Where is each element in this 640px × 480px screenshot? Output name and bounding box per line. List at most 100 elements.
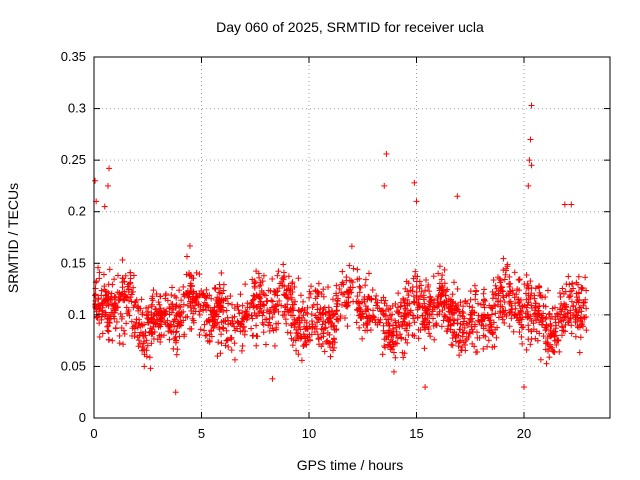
data-point (500, 255, 507, 262)
data-point (404, 288, 411, 295)
data-point (315, 280, 322, 287)
data-point (506, 323, 513, 330)
data-point (499, 313, 506, 320)
data-point (497, 297, 504, 304)
data-point (489, 295, 496, 302)
data-point (555, 319, 562, 326)
data-point (139, 311, 146, 318)
data-point (275, 268, 282, 275)
data-point (428, 296, 435, 303)
data-point (362, 276, 369, 283)
data-point (445, 308, 452, 315)
data-point (417, 327, 424, 334)
data-point (121, 278, 128, 285)
data-point (246, 304, 253, 311)
data-point (401, 312, 408, 319)
data-point (217, 290, 224, 297)
data-point (104, 323, 111, 330)
data-point (431, 336, 438, 343)
data-point (524, 308, 531, 315)
data-point (218, 331, 225, 338)
data-point (543, 360, 550, 367)
data-point (485, 337, 492, 344)
data-point (228, 347, 235, 354)
data-point (394, 340, 401, 347)
data-point (410, 293, 417, 300)
data-point (480, 332, 487, 339)
data-point (489, 288, 496, 295)
data-point (358, 315, 365, 322)
data-point (297, 326, 304, 333)
x-tick-label: 20 (517, 426, 531, 441)
data-point (121, 296, 128, 303)
data-point (509, 306, 516, 313)
data-point (220, 297, 227, 304)
y-tick-label: 0.25 (61, 152, 86, 167)
chart-title: Day 060 of 2025, SRMTID for receiver ucl… (216, 19, 484, 35)
data-point (572, 319, 579, 326)
data-point (519, 303, 526, 310)
data-point (480, 314, 487, 321)
data-point (321, 325, 328, 332)
data-point (343, 274, 350, 281)
data-point (113, 318, 120, 325)
data-point (564, 319, 571, 326)
data-point (200, 290, 207, 297)
data-point (519, 340, 526, 347)
data-point (376, 319, 383, 326)
data-point (178, 319, 185, 326)
data-point (520, 324, 527, 331)
data-point (405, 311, 412, 318)
data-point (242, 308, 249, 315)
data-point (402, 325, 409, 332)
data-point (365, 293, 372, 300)
data-point (281, 312, 288, 319)
data-point (190, 289, 197, 296)
data-point (337, 313, 344, 320)
data-point (125, 289, 132, 296)
y-axis-title: SRMTID / TECUs (5, 183, 21, 293)
data-point (422, 384, 429, 391)
data-point (105, 302, 112, 309)
data-point (370, 307, 377, 314)
data-point (427, 333, 434, 340)
data-point (532, 285, 539, 292)
data-point (341, 291, 348, 298)
data-point (400, 297, 407, 304)
data-point (562, 328, 569, 335)
data-point (254, 304, 261, 311)
data-point (511, 311, 518, 318)
data-point (283, 287, 290, 294)
data-point (484, 343, 491, 350)
data-point (371, 316, 378, 323)
data-point (239, 327, 246, 334)
data-point (410, 315, 417, 322)
data-point (206, 331, 213, 338)
data-point (196, 331, 203, 338)
data-point (301, 341, 308, 348)
data-point (404, 310, 411, 317)
data-point (102, 292, 109, 299)
data-point (579, 323, 586, 330)
data-point (321, 348, 328, 355)
data-point (413, 198, 420, 205)
data-point (540, 333, 547, 340)
data-point (314, 301, 321, 308)
data-point (304, 326, 311, 333)
data-point (506, 309, 513, 316)
data-point (135, 303, 142, 310)
data-point (398, 313, 405, 320)
data-point (291, 283, 298, 290)
data-point (182, 314, 189, 321)
data-point (205, 316, 212, 323)
data-point (486, 302, 493, 309)
data-point (314, 293, 321, 300)
data-point (95, 296, 102, 303)
data-point (376, 305, 383, 312)
data-point (215, 289, 222, 296)
data-point (566, 316, 573, 323)
data-point (380, 327, 387, 334)
data-point (231, 356, 238, 363)
data-point (98, 287, 105, 294)
data-point (422, 307, 429, 314)
